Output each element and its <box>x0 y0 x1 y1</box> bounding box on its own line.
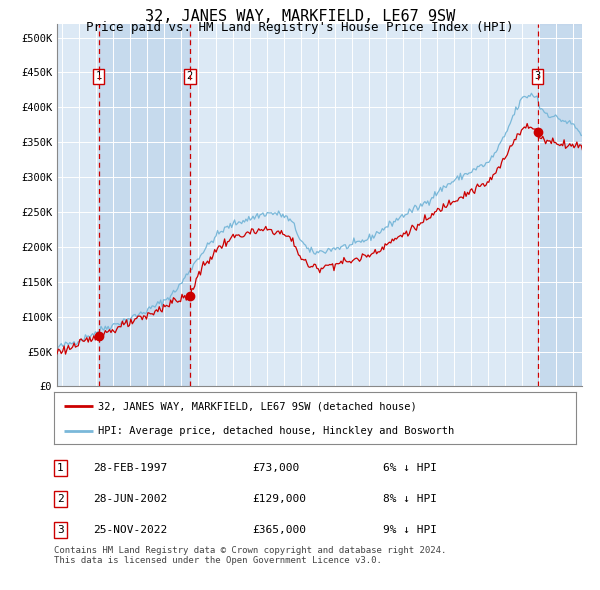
Text: 1: 1 <box>57 463 64 473</box>
Text: 8% ↓ HPI: 8% ↓ HPI <box>383 494 437 504</box>
Text: 32, JANES WAY, MARKFIELD, LE67 9SW (detached house): 32, JANES WAY, MARKFIELD, LE67 9SW (deta… <box>98 401 417 411</box>
Text: HPI: Average price, detached house, Hinckley and Bosworth: HPI: Average price, detached house, Hinc… <box>98 426 455 435</box>
Text: Price paid vs. HM Land Registry's House Price Index (HPI): Price paid vs. HM Land Registry's House … <box>86 21 514 34</box>
Text: 3: 3 <box>57 525 64 535</box>
Text: 32, JANES WAY, MARKFIELD, LE67 9SW: 32, JANES WAY, MARKFIELD, LE67 9SW <box>145 9 455 24</box>
Text: 3: 3 <box>535 71 541 81</box>
Text: 28-FEB-1997: 28-FEB-1997 <box>93 463 167 473</box>
Text: 2: 2 <box>57 494 64 504</box>
Text: 9% ↓ HPI: 9% ↓ HPI <box>383 525 437 535</box>
Bar <box>538 24 582 386</box>
Text: £365,000: £365,000 <box>253 525 307 535</box>
Text: 28-JUN-2002: 28-JUN-2002 <box>93 494 167 504</box>
Text: £73,000: £73,000 <box>253 463 299 473</box>
Bar <box>99 24 190 386</box>
Text: 2: 2 <box>187 71 193 81</box>
Text: Contains HM Land Registry data © Crown copyright and database right 2024.
This d: Contains HM Land Registry data © Crown c… <box>54 546 446 565</box>
Text: 1: 1 <box>95 71 102 81</box>
Text: 25-NOV-2022: 25-NOV-2022 <box>93 525 167 535</box>
Text: 6% ↓ HPI: 6% ↓ HPI <box>383 463 437 473</box>
Text: £129,000: £129,000 <box>253 494 307 504</box>
